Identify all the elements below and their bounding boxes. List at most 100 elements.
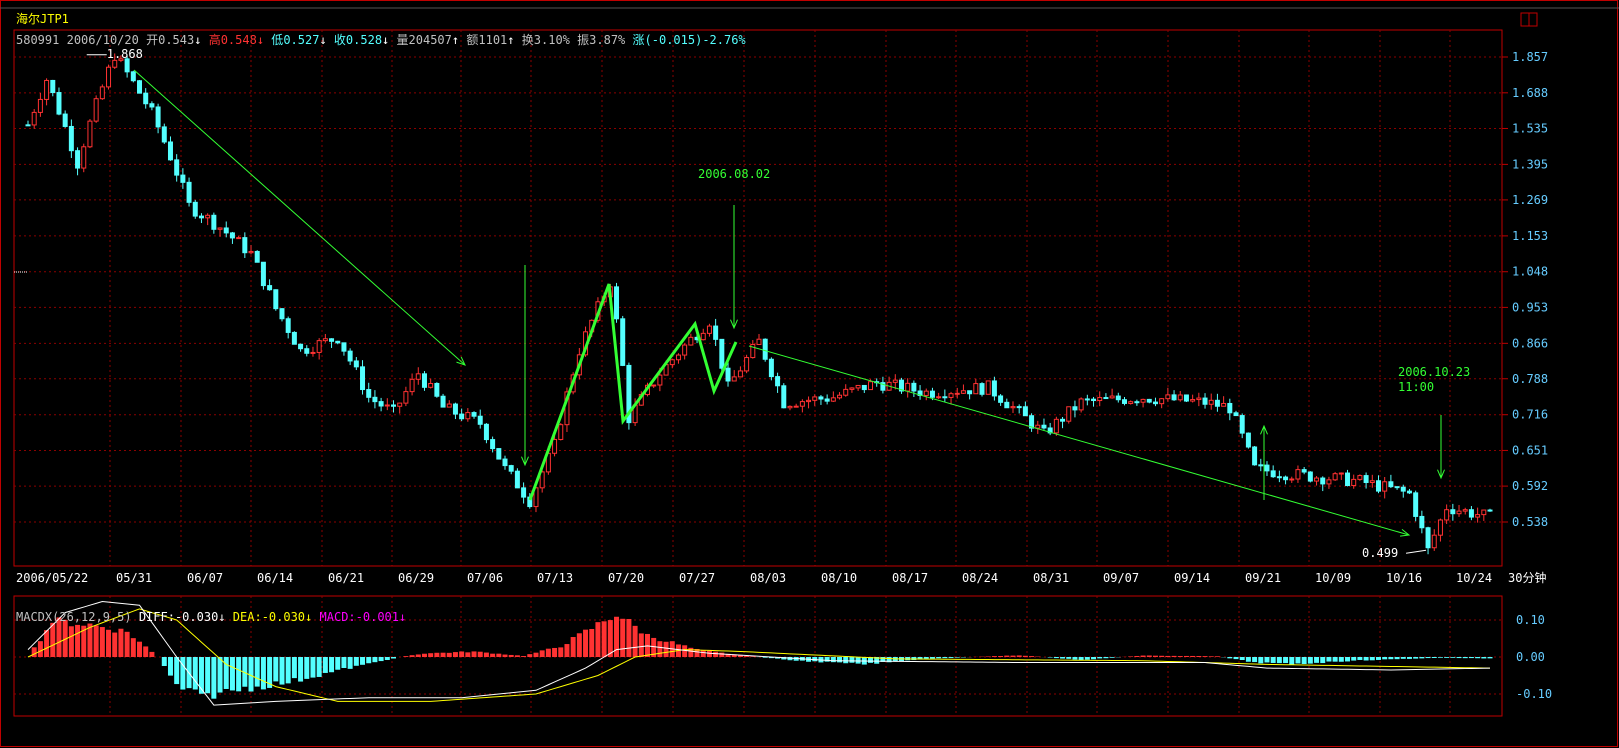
candle-down	[477, 415, 483, 425]
bottom-arrow-head	[521, 456, 529, 467]
time-tick-label: 05/31	[116, 571, 152, 585]
candle-up	[669, 359, 675, 366]
candle-up	[44, 79, 50, 100]
candle-up	[849, 387, 855, 390]
time-tick-label: 08/24	[962, 571, 998, 585]
candle-up	[688, 336, 694, 346]
candle-down	[137, 80, 143, 94]
diff-label: DIFF:	[138, 610, 175, 624]
annotation-date-0802: 2006.08.02	[698, 167, 770, 181]
candle-up	[236, 237, 242, 240]
candle-down	[762, 338, 768, 360]
candle-down	[861, 384, 867, 391]
candle-up	[1332, 473, 1338, 481]
candle-down	[1214, 399, 1220, 407]
candle-up	[706, 325, 712, 334]
chart-title: 海尔JTP1	[16, 12, 69, 26]
candle-down	[1264, 464, 1270, 472]
candle-down	[1152, 401, 1158, 405]
time-tick-label: 10/09	[1315, 571, 1351, 585]
price-tick-label: 1.535	[1512, 121, 1548, 135]
volume-label: 量	[396, 33, 409, 47]
candle-down	[1029, 415, 1035, 429]
candle-up	[1295, 469, 1301, 480]
candle-up	[1177, 394, 1183, 401]
time-tick-label: 2006/05/22	[16, 571, 88, 585]
candle-up	[954, 392, 960, 395]
low-value: 0.527	[283, 33, 320, 47]
candle-down	[911, 382, 917, 392]
time-tick-label: 07/06	[467, 571, 503, 585]
candle-down	[62, 113, 68, 127]
candle-down	[1413, 492, 1419, 517]
time-tick-label: 08/17	[892, 571, 928, 585]
candle-down	[1345, 472, 1351, 487]
candle-down	[198, 215, 204, 219]
candle-down	[279, 308, 285, 320]
candle-up	[112, 59, 118, 68]
candle-down	[471, 412, 477, 417]
candle-down	[155, 106, 161, 128]
stock-code: 580991	[16, 33, 60, 47]
low-label: 低	[271, 33, 284, 47]
candle-up	[415, 373, 421, 380]
candle-down	[391, 404, 396, 407]
candle-up	[106, 66, 112, 88]
high-marker-label: 1.868	[107, 47, 143, 61]
candle-down	[174, 159, 180, 176]
candle-up	[1109, 395, 1115, 399]
candle-up	[1097, 397, 1103, 402]
candle-down	[942, 396, 948, 399]
candle-up	[31, 111, 37, 126]
macd-tick-label: 0.10	[1516, 613, 1545, 627]
down-arrow-icon: ↓	[319, 33, 327, 47]
candle-up	[731, 376, 737, 382]
down-arrow-icon: ↓	[399, 610, 407, 624]
candle-up	[657, 374, 663, 386]
candle-down	[25, 124, 31, 127]
diff-line	[27, 600, 1491, 706]
close-label: 收	[333, 33, 346, 47]
time-tick-label: 09/21	[1245, 571, 1281, 585]
candle-up	[409, 378, 415, 393]
candle-down	[1183, 394, 1189, 402]
price-tick-label: 0.651	[1512, 443, 1548, 457]
candle-down	[167, 141, 173, 161]
high-value: 0.548	[220, 33, 257, 47]
candle-down	[273, 289, 279, 310]
candle-down	[1227, 402, 1233, 414]
candle-down	[991, 380, 997, 397]
candle-down	[50, 79, 56, 94]
candle-down	[1258, 464, 1264, 467]
time-tick-label: 06/29	[398, 571, 434, 585]
time-tick-label: 09/07	[1103, 571, 1139, 585]
price-tick-label: 1.269	[1512, 193, 1548, 207]
downtrend-arrow-head	[456, 356, 466, 366]
candle-down	[335, 340, 341, 344]
candle-down	[1283, 476, 1289, 481]
amount-value: 1101	[478, 33, 508, 47]
candle-down	[372, 396, 378, 403]
candle-up	[552, 438, 558, 454]
change-value: (-0.015)-2.76%	[644, 33, 746, 47]
candle-down	[1375, 480, 1381, 492]
candle-down	[1060, 418, 1066, 422]
price-tick-label: 0.953	[1512, 300, 1548, 314]
macd-value: -0.001	[355, 610, 399, 624]
candle-down	[229, 232, 235, 239]
candle-down	[1072, 406, 1078, 411]
candle-down	[979, 383, 985, 395]
candle-up	[973, 383, 979, 395]
down-arrow-icon: ↓	[218, 610, 226, 624]
candle-down	[1400, 486, 1406, 492]
candle-down	[347, 350, 353, 362]
candle-down	[514, 470, 520, 489]
price-tick-label: 1.395	[1512, 157, 1548, 171]
candle-down	[1307, 471, 1313, 482]
candle-down	[378, 401, 384, 407]
annotation-date-1023: 2006.10.23	[1398, 365, 1470, 379]
candle-down	[223, 227, 229, 234]
macd-label: MACD:	[319, 610, 356, 624]
dea-value: -0.030	[261, 610, 306, 624]
